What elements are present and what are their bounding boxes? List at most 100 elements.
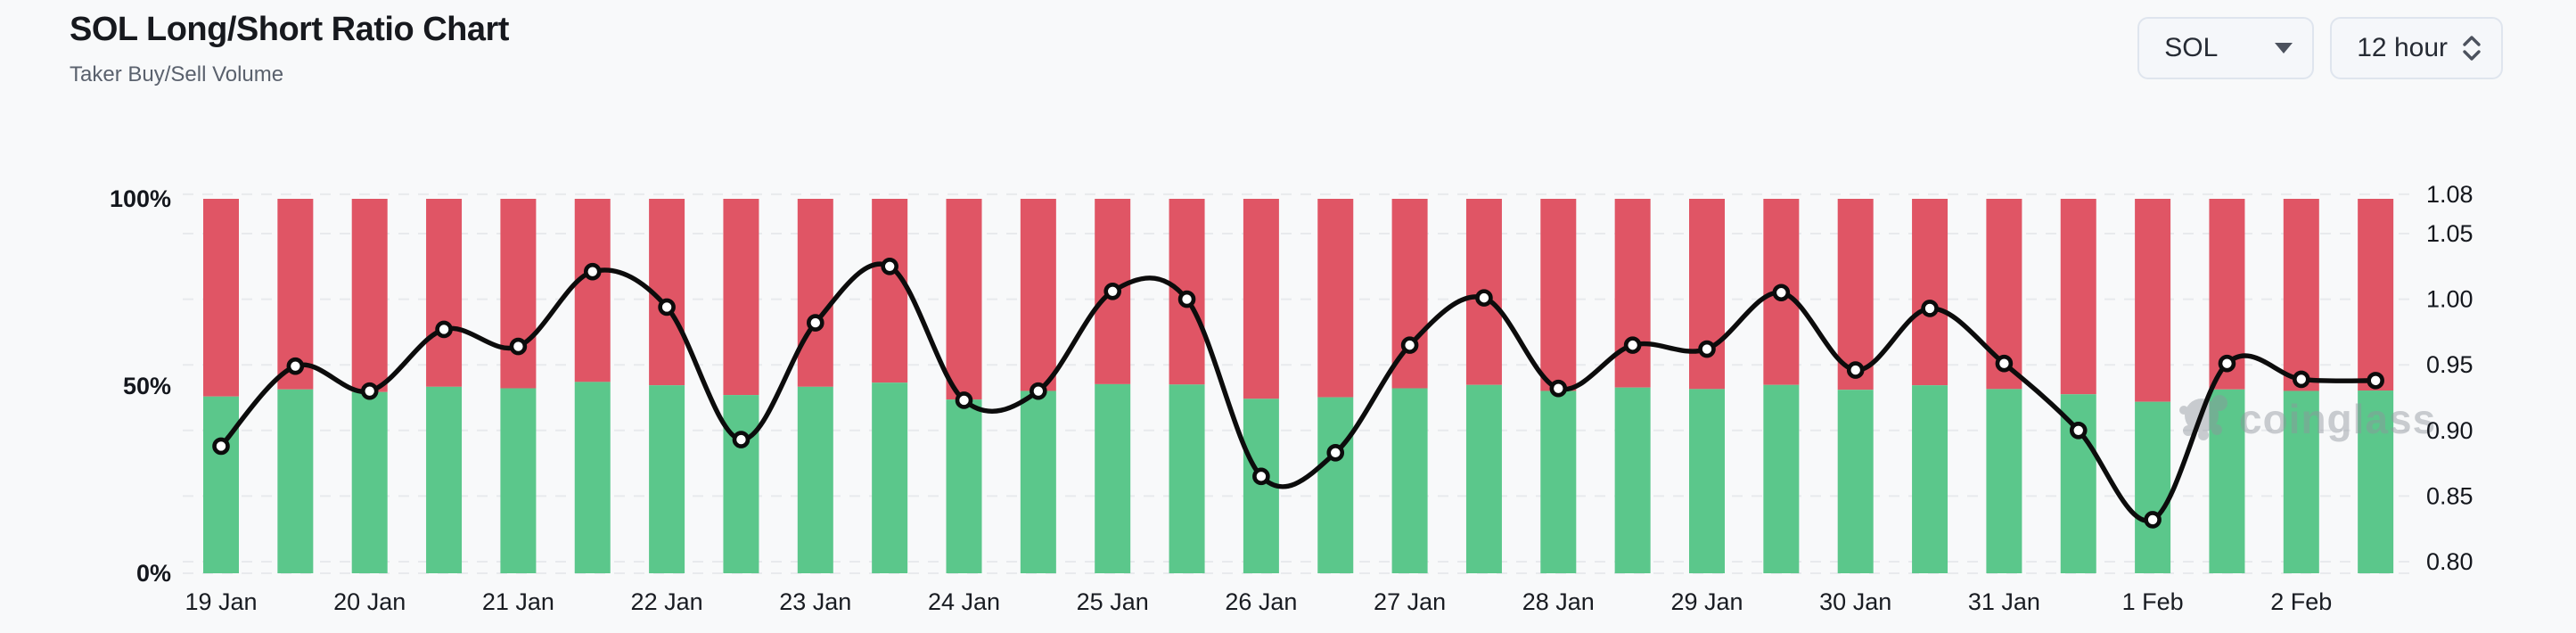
taker-buy-bar[interactable]	[1317, 397, 1354, 573]
taker-sell-bar[interactable]	[2135, 199, 2171, 402]
taker-buy-bar[interactable]	[1095, 383, 1131, 573]
taker-buy-bar[interactable]	[1391, 388, 1428, 573]
taker-buy-bar[interactable]	[1689, 389, 1725, 573]
ratio-marker[interactable]	[1772, 284, 1791, 302]
ratio-marker[interactable]	[1623, 336, 1642, 354]
x-axis-label: 26 Jan	[1225, 588, 1297, 615]
taker-buy-bar[interactable]	[946, 399, 982, 573]
symbol-select[interactable]: SOL	[2137, 17, 2315, 79]
ratio-marker[interactable]	[1995, 354, 2014, 373]
taker-sell-bar[interactable]	[1912, 199, 1948, 386]
taker-sell-bar[interactable]	[2060, 199, 2096, 395]
ratio-marker[interactable]	[1846, 361, 1865, 379]
taker-sell-bar[interactable]	[946, 199, 982, 400]
taker-sell-bar[interactable]	[723, 199, 759, 396]
ratio-line	[218, 261, 2378, 523]
page-subtitle: Taker Buy/Sell Volume	[70, 62, 284, 86]
x-axis-label: 24 Jan	[928, 588, 1000, 615]
taker-sell-bar[interactable]	[1020, 199, 1056, 391]
ratio-marker[interactable]	[881, 257, 898, 275]
watermark-text: coinglass	[2239, 396, 2436, 442]
ratio-marker[interactable]	[1921, 300, 1939, 317]
left-axis-label: 0%	[136, 560, 171, 587]
taker-buy-bar[interactable]	[426, 386, 463, 573]
x-axis-label: 2 Feb	[2270, 588, 2332, 615]
taker-sell-bar[interactable]	[872, 199, 908, 383]
taker-buy-bar[interactable]	[1169, 384, 1205, 573]
taker-buy-bar[interactable]	[1020, 390, 1056, 573]
ratio-marker[interactable]	[1400, 336, 1419, 354]
ratio-marker[interactable]	[360, 382, 379, 400]
ratio-marker[interactable]	[1698, 340, 1716, 358]
ratio-marker[interactable]	[435, 320, 453, 339]
taker-sell-bar[interactable]	[1540, 199, 1577, 391]
left-axis-label: 50%	[123, 373, 171, 399]
taker-buy-bar[interactable]	[723, 395, 759, 573]
ratio-marker[interactable]	[509, 337, 528, 356]
ratio-marker[interactable]	[2293, 370, 2310, 389]
taker-sell-bar[interactable]	[1837, 199, 1874, 390]
taker-sell-bar[interactable]	[2358, 199, 2394, 391]
ratio-marker[interactable]	[1475, 289, 1493, 307]
taker-buy-bar[interactable]	[1986, 389, 2022, 573]
ratio-marker[interactable]	[286, 357, 305, 375]
taker-buy-bar[interactable]	[649, 385, 685, 573]
watermark: coinglass	[2179, 395, 2436, 442]
taker-buy-bar[interactable]	[872, 382, 908, 573]
taker-sell-bar[interactable]	[426, 199, 463, 387]
ratio-marker[interactable]	[2218, 354, 2236, 373]
taker-buy-bar[interactable]	[1465, 384, 1502, 573]
taker-sell-bar[interactable]	[351, 199, 388, 392]
taker-buy-bar[interactable]	[1540, 390, 1577, 573]
taker-sell-bar[interactable]	[574, 199, 611, 382]
taker-buy-bar[interactable]	[500, 388, 537, 573]
taker-buy-bar[interactable]	[1614, 387, 1651, 573]
taker-buy-bar[interactable]	[2209, 389, 2245, 573]
taker-buy-bar[interactable]	[2135, 401, 2171, 573]
right-axis-label: 0.80	[2426, 548, 2473, 575]
x-axis-label: 19 Jan	[185, 588, 257, 615]
taker-buy-bar[interactable]	[1912, 385, 1948, 573]
x-axis-label: 22 Jan	[631, 588, 703, 615]
x-axis-label: 20 Jan	[333, 588, 406, 615]
taker-buy-bar[interactable]	[203, 396, 239, 573]
ratio-marker[interactable]	[212, 437, 230, 456]
taker-buy-bar[interactable]	[1763, 384, 1800, 573]
taker-sell-bar[interactable]	[203, 199, 239, 397]
taker-buy-bar[interactable]	[1837, 390, 1874, 573]
ratio-marker[interactable]	[1177, 290, 1196, 308]
x-axis-label: 1 Feb	[2122, 588, 2184, 615]
ratio-marker[interactable]	[2144, 511, 2162, 529]
taker-sell-bar[interactable]	[1317, 199, 1354, 398]
taker-buy-bar[interactable]	[351, 391, 388, 573]
ratio-marker[interactable]	[806, 314, 824, 332]
taker-buy-bar[interactable]	[2358, 390, 2394, 573]
x-axis-label: 31 Jan	[1968, 588, 2040, 615]
ratio-marker[interactable]	[1103, 282, 1121, 300]
ratio-marker[interactable]	[2069, 421, 2088, 440]
taker-buy-bar[interactable]	[797, 386, 833, 573]
taker-sell-bar[interactable]	[1243, 199, 1279, 399]
taker-sell-bar[interactable]	[500, 199, 537, 389]
interval-select[interactable]: 12 hour	[2330, 17, 2503, 79]
ratio-marker[interactable]	[2367, 372, 2384, 390]
taker-buy-bar[interactable]	[277, 389, 314, 573]
ratio-marker[interactable]	[955, 391, 973, 409]
ratio-marker[interactable]	[1549, 379, 1568, 398]
taker-sell-bar[interactable]	[1689, 199, 1725, 390]
taker-buy-bar[interactable]	[2283, 390, 2319, 573]
taker-sell-bar[interactable]	[1614, 199, 1651, 388]
ratio-marker[interactable]	[732, 431, 751, 448]
symbol-select-value: SOL	[2164, 33, 2219, 62]
taker-buy-bar[interactable]	[574, 382, 611, 573]
ratio-marker[interactable]	[1030, 382, 1047, 400]
taker-sell-bar[interactable]	[797, 199, 833, 387]
taker-sell-bar[interactable]	[2283, 199, 2319, 391]
ratio-marker[interactable]	[658, 298, 676, 316]
ratio-marker[interactable]	[1252, 467, 1270, 486]
interval-select-value: 12 hour	[2357, 33, 2448, 62]
ratio-marker[interactable]	[1326, 444, 1345, 462]
ratio-marker[interactable]	[583, 262, 602, 281]
